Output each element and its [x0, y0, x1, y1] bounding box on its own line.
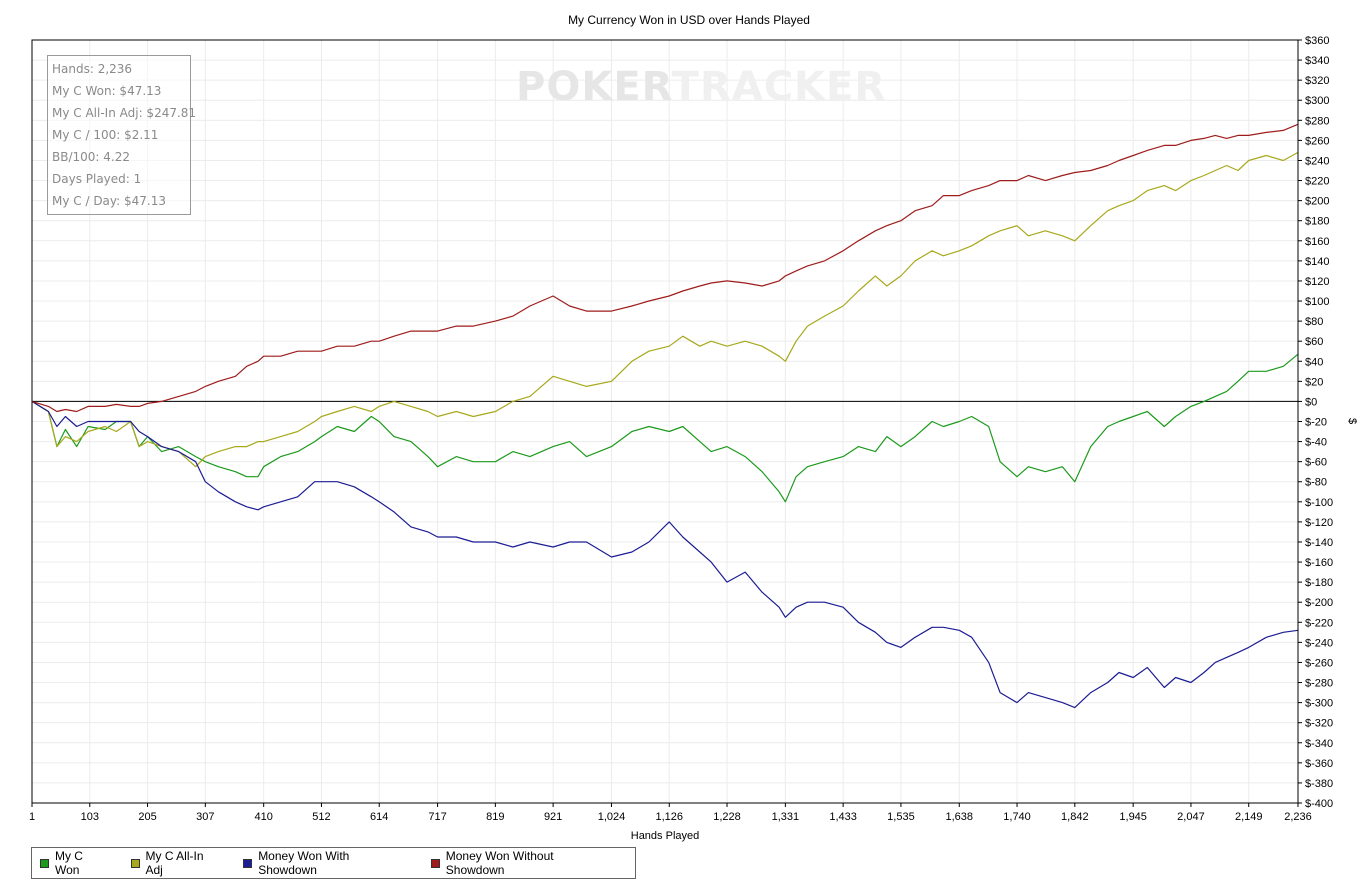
- x-tick-label: 103: [81, 811, 99, 823]
- y-tick-label: $320: [1305, 75, 1329, 87]
- legend-label: Money Won With Showdown: [258, 849, 350, 877]
- x-tick-label: 1,331: [772, 811, 800, 823]
- x-tick-label: 512: [312, 811, 330, 823]
- x-tick-label: 1,433: [829, 811, 857, 823]
- y-tick-label: $80: [1305, 316, 1323, 328]
- watermark-part-1: POKER: [516, 64, 672, 110]
- x-tick-label: 2,047: [1177, 811, 1205, 823]
- x-tick-label: 307: [196, 811, 214, 823]
- legend-label: My C Won: [54, 849, 83, 877]
- y-tick-label: $200: [1305, 196, 1329, 208]
- y-tick-label: $20: [1305, 376, 1323, 388]
- y-tick-label: $340: [1305, 55, 1329, 67]
- x-tick-label: 1: [29, 811, 35, 823]
- stat-days-played: Days Played: 1: [52, 172, 142, 186]
- series-line-my-c-won: [31, 353, 1299, 503]
- stat-allin-adj: My C All-In Adj: $247.81: [52, 106, 197, 120]
- y-tick-label: $-380: [1305, 778, 1333, 790]
- series-line-money-won-with-showdown: [31, 400, 1299, 709]
- y-tick-label: $-100: [1305, 497, 1333, 509]
- y-tick-label: $260: [1305, 135, 1329, 147]
- y-tick-label: $140: [1305, 256, 1329, 268]
- legend-swatch-without-showdown: [430, 858, 440, 868]
- x-tick-label: 1,024: [598, 811, 626, 823]
- x-tick-label: 205: [138, 811, 156, 823]
- legend-item-with-showdown[interactable]: Money Won With Showdown: [243, 849, 411, 877]
- stat-won: My C Won: $47.13: [52, 84, 162, 98]
- x-tick-label: 410: [254, 811, 272, 823]
- y-tick-label: $60: [1305, 336, 1323, 348]
- x-axis: 1 103 205 307 410 512 614 717 819 921 1,024 1,126 1,…: [29, 803, 1312, 823]
- x-tick-label: 819: [486, 811, 504, 823]
- x-tick-label: 614: [370, 811, 388, 823]
- y-tick-label: $-340: [1305, 738, 1333, 750]
- pokertracker-watermark: POKERTRACKER: [516, 64, 886, 110]
- y-tick-label: $0: [1305, 396, 1317, 408]
- x-tick-label: 1,535: [887, 811, 915, 823]
- y-tick-label: $120: [1305, 276, 1329, 288]
- y-axis: $360 $340 $320 $300 $280 $260 $240 $220 $200 $180…: [1298, 35, 1333, 810]
- y-tick-label: $-400: [1305, 798, 1333, 810]
- legend-item-without-showdown[interactable]: Money Won Without Showdown: [430, 849, 615, 877]
- series-lines: [31, 123, 1299, 709]
- x-tick-label: 2,236: [1284, 811, 1312, 823]
- y-tick-label: $-200: [1305, 597, 1333, 609]
- stat-per-day: My C / Day: $47.13: [52, 194, 166, 208]
- y-tick-label: $-280: [1305, 678, 1333, 690]
- watermark-part-2: TRACKER: [671, 64, 887, 110]
- stats-box: Hands: 2,236 My C Won: $47.13 My C All-I…: [47, 55, 197, 215]
- y-tick-label: $40: [1305, 356, 1323, 368]
- legend-item-my-c-won[interactable]: My C Won: [40, 849, 111, 877]
- y-tick-label: $280: [1305, 115, 1329, 127]
- y-tick-label: $-120: [1305, 517, 1333, 529]
- y-tick-label: $-140: [1305, 537, 1333, 549]
- y-tick-label: $-360: [1305, 758, 1333, 770]
- y-tick-label: $240: [1305, 155, 1329, 167]
- y-tick-label: $-240: [1305, 637, 1333, 649]
- legend: My C Won My C All-In Adj Money Won With …: [31, 847, 636, 879]
- x-tick-label: 921: [544, 811, 562, 823]
- chart-title: My Currency Won in USD over Hands Played: [568, 13, 810, 27]
- x-tick-label: 1,126: [655, 811, 683, 823]
- y-tick-label: $-320: [1305, 718, 1333, 730]
- y-tick-label: $-160: [1305, 557, 1333, 569]
- stat-bb-100: BB/100: 4.22: [52, 150, 130, 164]
- x-tick-label: 1,638: [946, 811, 974, 823]
- legend-label: My C All-In Adj: [145, 849, 204, 877]
- y-tick-label: $100: [1305, 296, 1329, 308]
- x-tick-label: 2,149: [1235, 811, 1263, 823]
- y-tick-label: $-180: [1305, 577, 1333, 589]
- legend-swatch-my-c-won: [40, 858, 49, 868]
- y-tick-label: $360: [1305, 35, 1329, 47]
- x-tick-label: 1,945: [1119, 811, 1147, 823]
- y-tick-label: $160: [1305, 236, 1329, 248]
- stat-hands: Hands: 2,236: [52, 62, 133, 76]
- y-tick-label: $-220: [1305, 617, 1333, 629]
- grid: [31, 39, 1299, 804]
- legend-label: Money Won Without Showdown: [445, 849, 554, 877]
- y-tick-label: $-300: [1305, 698, 1333, 710]
- y-tick-label: $180: [1305, 216, 1329, 228]
- y-tick-label: $-80: [1305, 477, 1327, 489]
- legend-swatch-with-showdown: [243, 858, 253, 868]
- y-tick-label: $220: [1305, 176, 1329, 188]
- y-tick-label: $-40: [1305, 437, 1327, 449]
- x-tick-label: 1,842: [1061, 811, 1089, 823]
- x-axis-label: Hands Played: [631, 830, 700, 842]
- stat-per-100: My C / 100: $2.11: [52, 128, 159, 142]
- x-tick-label: 717: [428, 811, 446, 823]
- legend-item-all-in-adj[interactable]: My C All-In Adj: [130, 849, 224, 877]
- y-tick-label: $-20: [1305, 417, 1327, 429]
- series-line-my-c-all-in-adj: [31, 151, 1299, 468]
- x-tick-label: 1,228: [713, 811, 741, 823]
- y-tick-label: $300: [1305, 95, 1329, 107]
- y-tick-label: $-260: [1305, 657, 1333, 669]
- x-tick-label: 1,740: [1003, 811, 1031, 823]
- y-axis-label: $: [1346, 418, 1358, 424]
- series-line-money-won-without-showdown: [31, 123, 1299, 413]
- legend-swatch-all-in-adj: [130, 858, 140, 868]
- y-tick-label: $-60: [1305, 457, 1327, 469]
